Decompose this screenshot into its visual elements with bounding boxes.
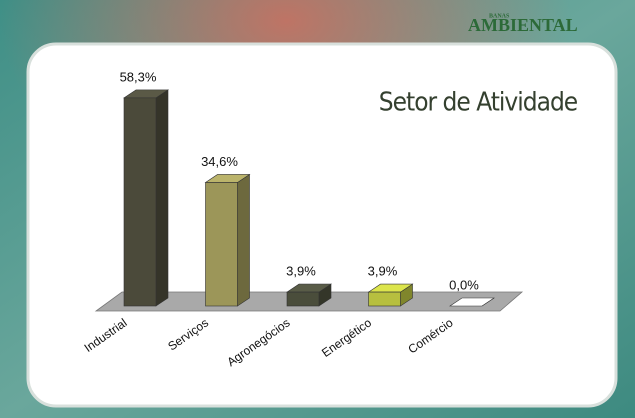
value-label: 58,3% [120,69,157,84]
bar [368,291,401,307]
chart-title: Setor de Atividade [379,88,578,118]
card [26,42,618,408]
value-label: 34,6% [201,154,238,169]
bar [123,97,157,307]
value-label: 3,9% [368,264,398,279]
bar-side [237,173,250,307]
value-label: 0,0% [449,277,479,292]
bar [205,182,238,307]
value-label: 3,9% [286,264,316,279]
bar [286,291,320,307]
bar-side [155,89,169,307]
brand: AMBIENTAL [468,15,578,35]
brand-small: BANAS [489,13,510,19]
bar-top [449,297,495,307]
